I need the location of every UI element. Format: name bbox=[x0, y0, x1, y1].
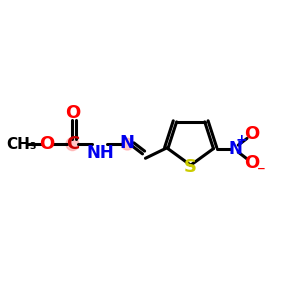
Circle shape bbox=[66, 138, 79, 151]
Text: C: C bbox=[66, 135, 79, 153]
Text: ⁻: ⁻ bbox=[257, 162, 266, 180]
Text: +: + bbox=[236, 133, 248, 147]
Text: O: O bbox=[39, 135, 54, 153]
Text: O: O bbox=[244, 154, 260, 172]
Text: NH: NH bbox=[86, 144, 114, 162]
Circle shape bbox=[122, 138, 133, 150]
Text: S: S bbox=[184, 158, 197, 176]
Text: CH₃: CH₃ bbox=[6, 137, 37, 152]
Text: N: N bbox=[228, 140, 242, 158]
Text: O: O bbox=[244, 125, 260, 143]
Text: O: O bbox=[65, 104, 80, 122]
Text: N: N bbox=[120, 134, 135, 152]
